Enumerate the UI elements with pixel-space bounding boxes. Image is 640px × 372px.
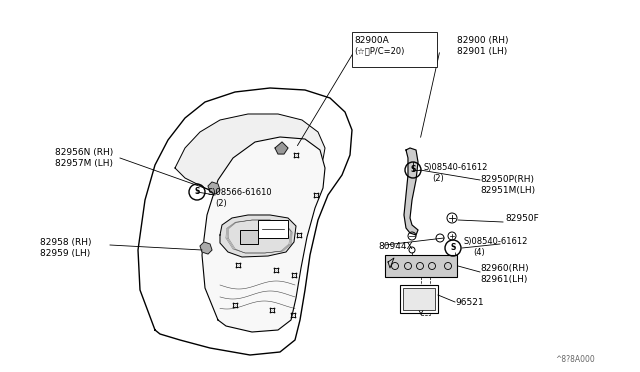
Polygon shape [175,114,325,202]
Text: (2): (2) [432,174,444,183]
Text: S)08540-61612: S)08540-61612 [423,163,488,172]
Bar [352,32,437,67]
Text: S)08540-61612: S)08540-61612 [463,237,527,246]
Text: 96521: 96521 [455,298,484,307]
Text: (☆附P/C=20): (☆附P/C=20) [354,46,404,55]
Polygon shape [275,142,288,154]
Bar [400,285,438,313]
Text: 82900 (RH): 82900 (RH) [457,36,509,45]
Polygon shape [138,88,352,355]
Text: 82956N (RH): 82956N (RH) [55,148,113,157]
Text: 82951M(LH): 82951M(LH) [480,186,535,195]
Polygon shape [202,137,325,332]
Text: S: S [451,244,456,253]
Text: (4): (4) [473,248,484,257]
Text: S)08566-61610: S)08566-61610 [207,188,271,197]
Text: 82961(LH): 82961(LH) [480,275,527,284]
Text: 82901 (LH): 82901 (LH) [457,47,508,56]
Polygon shape [208,182,220,194]
Bar [385,255,457,277]
Polygon shape [220,215,296,257]
Bar [403,288,435,310]
Bar [240,230,258,244]
Text: S: S [410,166,416,174]
Text: 82950F: 82950F [505,214,539,223]
Text: (2): (2) [215,199,227,208]
Text: ^8?8A000: ^8?8A000 [555,355,595,364]
Text: 82960(RH): 82960(RH) [480,264,529,273]
Text: 82950P(RH): 82950P(RH) [480,175,534,184]
Polygon shape [200,242,212,254]
Text: 82957M (LH): 82957M (LH) [55,159,113,168]
Text: 82959 (LH): 82959 (LH) [40,249,90,258]
Text: 82900A: 82900A [354,36,388,45]
Polygon shape [404,148,418,235]
Text: 80944X: 80944X [378,242,413,251]
Bar [258,220,288,238]
Text: 82958 (RH): 82958 (RH) [40,238,92,247]
Text: S: S [195,187,200,196]
